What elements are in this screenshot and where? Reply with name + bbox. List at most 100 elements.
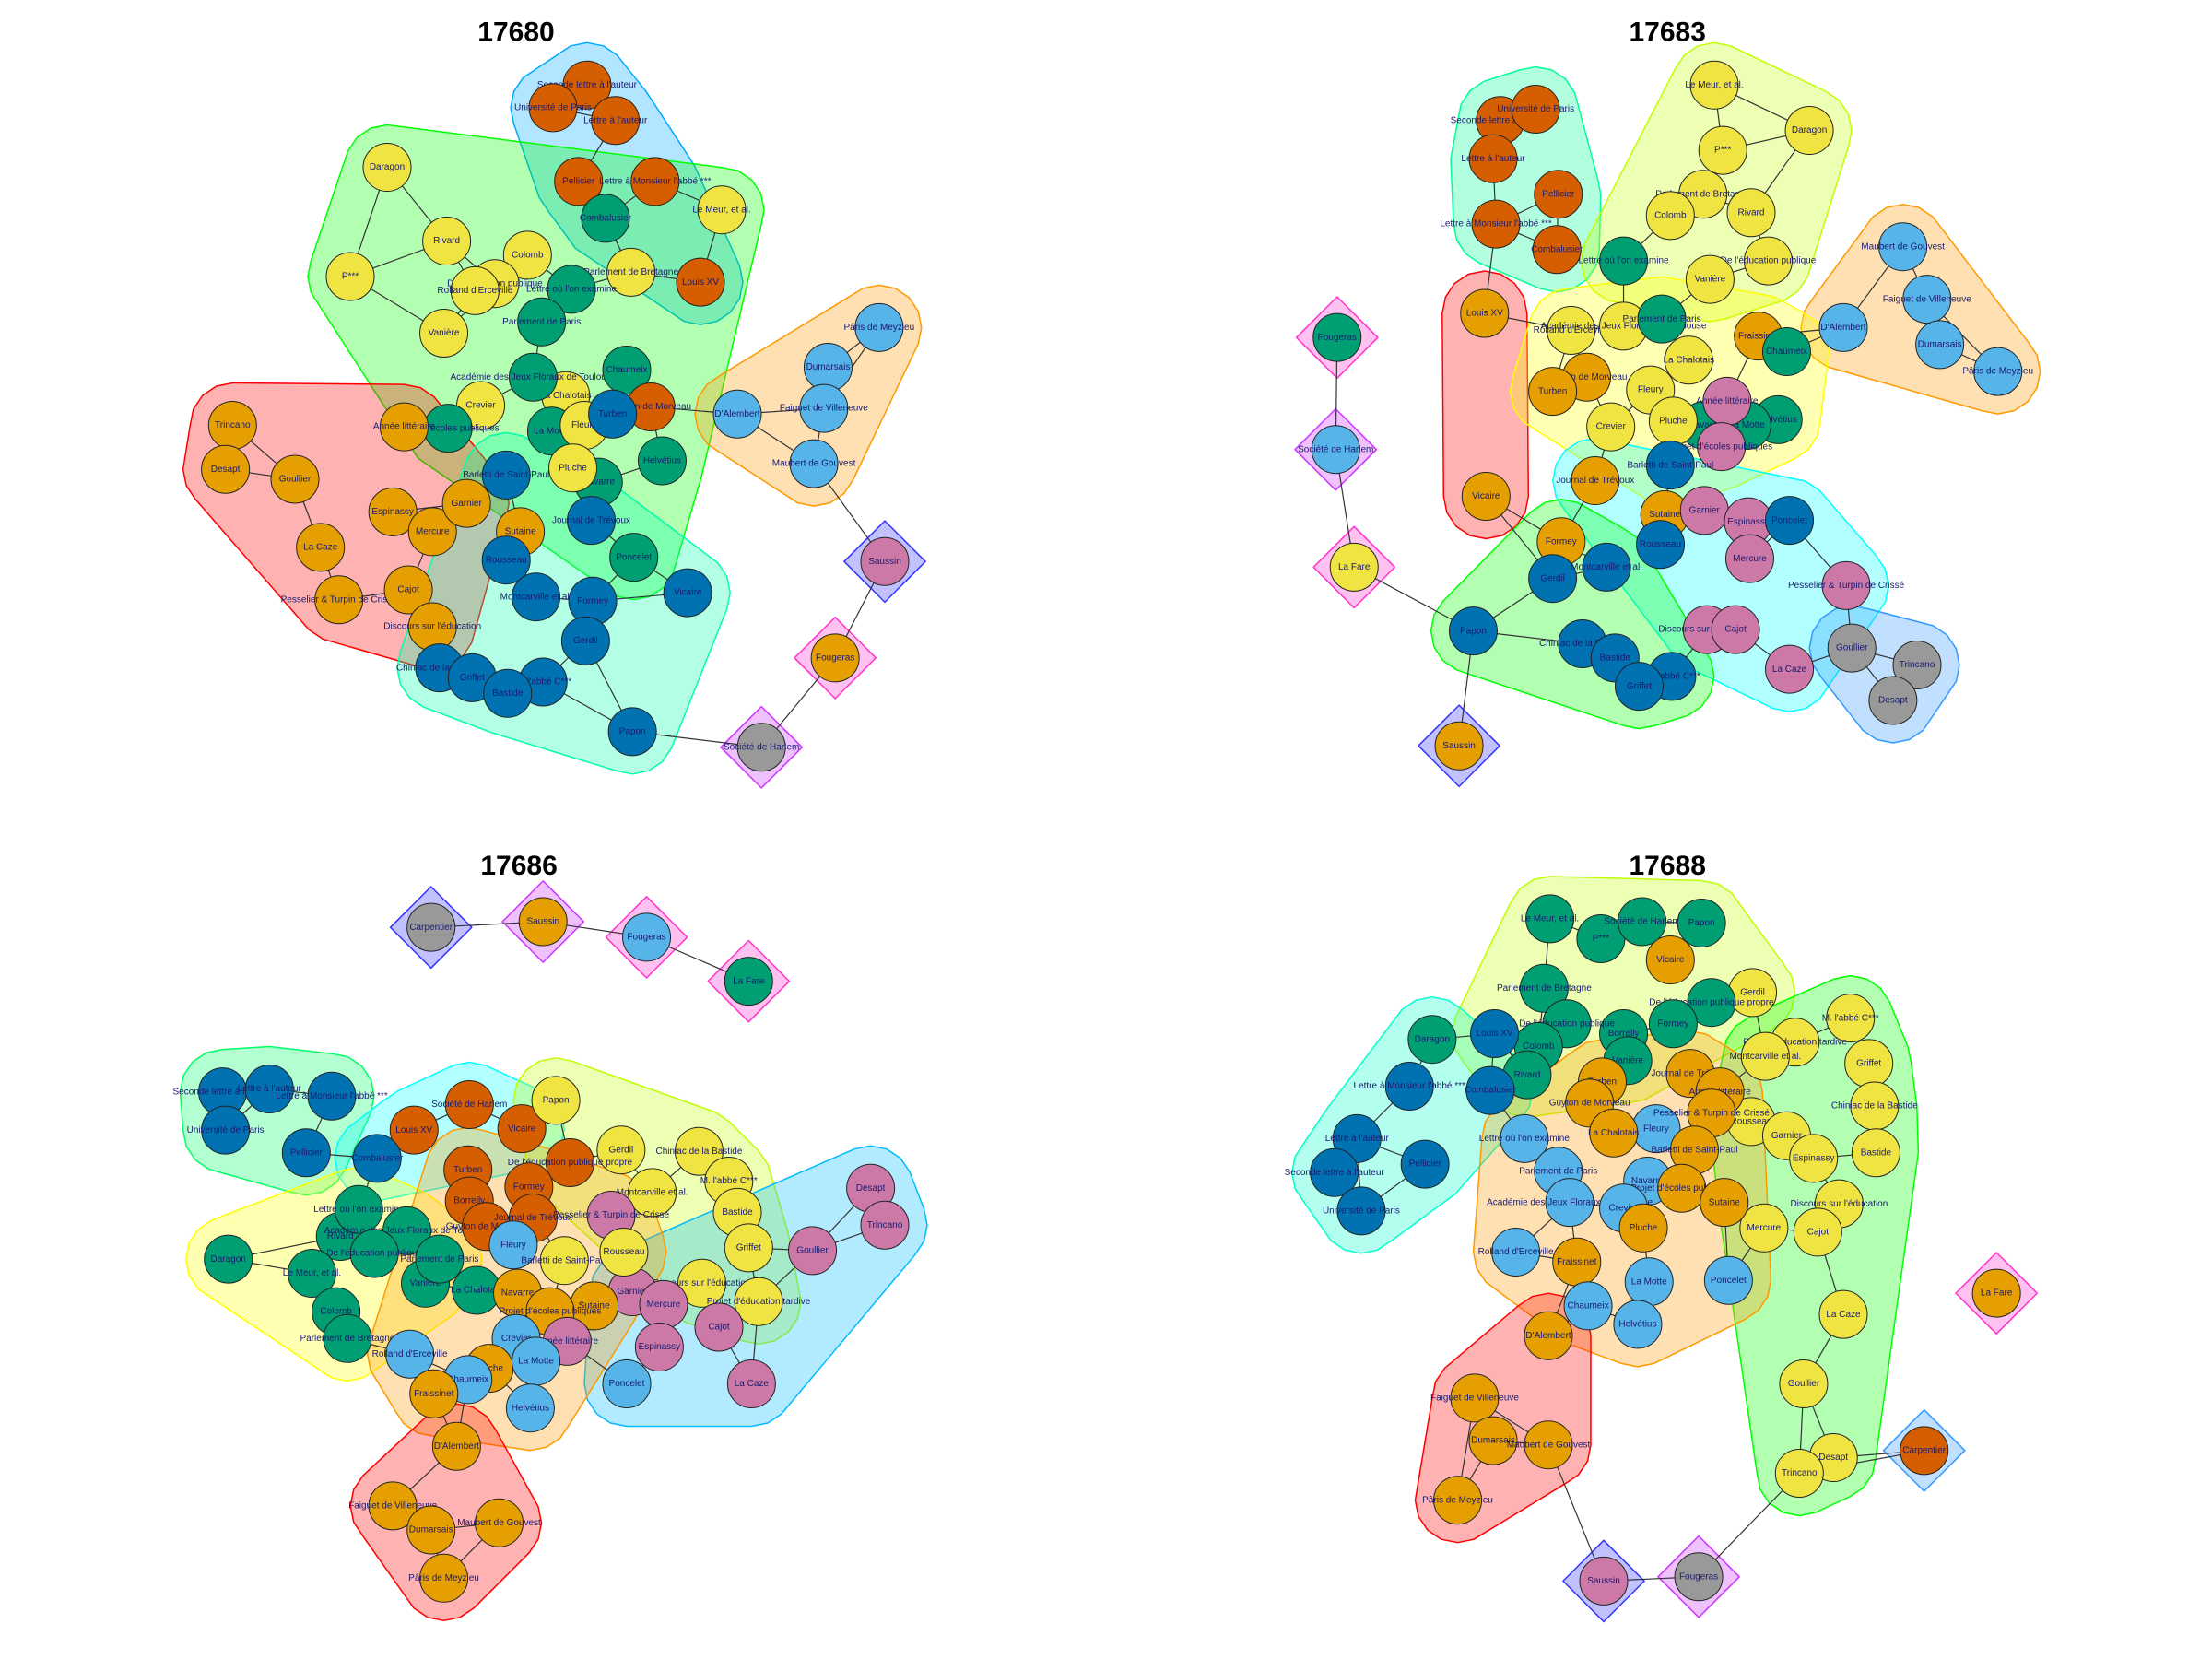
node <box>630 157 680 206</box>
node-label: Vanière <box>429 328 460 338</box>
node-label: Navarre <box>1688 420 1721 430</box>
node <box>789 439 839 488</box>
node-label: Helvétius <box>1759 415 1797 425</box>
node <box>1645 935 1695 985</box>
node-label: Desapt <box>856 1183 886 1194</box>
node-label: La Caze <box>1826 1310 1861 1320</box>
node-label: Cajot <box>397 585 419 595</box>
node <box>270 454 320 504</box>
node <box>1571 456 1620 506</box>
node-label: Rousseau <box>603 1247 644 1257</box>
node-label: Barletti de Saint-Paul <box>463 470 549 480</box>
node <box>726 1359 776 1409</box>
node <box>481 450 531 500</box>
node <box>409 1369 459 1418</box>
node-label: Vicaire <box>1472 491 1500 501</box>
node <box>488 1220 538 1270</box>
node <box>1491 1227 1541 1277</box>
node-label: Colomb <box>1654 210 1687 220</box>
node <box>1637 294 1687 344</box>
node <box>334 1184 383 1234</box>
node <box>674 1126 724 1176</box>
node-label: De l'éducation publique <box>1721 256 1817 266</box>
node <box>607 707 657 757</box>
node-label: Faiguet de Villeneuve <box>780 404 868 414</box>
node <box>539 1236 589 1286</box>
node <box>591 96 641 146</box>
node <box>406 902 456 952</box>
node <box>1851 1128 1900 1178</box>
node-label: Borrelly <box>453 1196 485 1206</box>
node <box>512 572 561 622</box>
node-label: La Motte <box>518 1357 554 1367</box>
node <box>379 402 429 452</box>
node-label: Pellicier <box>1542 189 1575 199</box>
node-label: Projet d'éducation tardive <box>707 1297 811 1307</box>
node-label: Parlement de Bretagne <box>300 1334 395 1344</box>
node-label: Navarre <box>501 1288 535 1299</box>
node <box>1774 1448 1824 1498</box>
node-label: Garnier <box>451 499 482 509</box>
node <box>1645 191 1695 241</box>
node-label: M. l'abbé C*** <box>700 1176 758 1186</box>
node <box>1579 1556 1629 1606</box>
node <box>1761 327 1811 377</box>
node-label: Pluche <box>559 463 587 473</box>
node-label: Rivard <box>433 236 460 246</box>
node-label: D'Alembert <box>714 409 759 419</box>
node-label: Sutaine <box>1709 1197 1740 1207</box>
node-label: Parlement de Paris <box>1623 314 1701 324</box>
node-label: Journal de Trévoux <box>552 515 630 525</box>
node-label: Rousseau <box>486 555 527 565</box>
node <box>581 194 630 243</box>
node-label: Parlement de Paris <box>502 317 581 327</box>
node-label: Garnier <box>1771 1131 1803 1141</box>
node <box>1740 1031 1790 1081</box>
node <box>1465 1065 1515 1115</box>
node-label: Chaumeix <box>1766 347 1807 357</box>
node-label: Lettre à l'auteur <box>238 1084 302 1094</box>
node <box>1460 288 1510 338</box>
community-hull <box>1441 270 1530 540</box>
node-label: Journal de Trévoux <box>1556 476 1634 486</box>
node-label: Université de Paris <box>1323 1206 1400 1216</box>
node <box>1818 1289 1868 1339</box>
node-label: Mercure <box>416 527 450 537</box>
node <box>1726 188 1776 238</box>
node <box>1524 1420 1573 1470</box>
node <box>554 157 604 206</box>
node-label: Desapt <box>211 465 241 475</box>
node <box>1468 1416 1518 1465</box>
node-label: Crevier <box>501 1334 532 1344</box>
node-label: Chaumeix <box>447 1375 488 1385</box>
node <box>1500 1113 1549 1163</box>
node <box>1614 662 1664 712</box>
node <box>1545 1178 1594 1228</box>
node-label: Rolland d'Erceville <box>1478 1247 1554 1257</box>
node-label: Combalusier <box>1465 1086 1517 1096</box>
node-label: De l'éducation publique <box>326 1249 422 1259</box>
node-label: Parlement de Bretagne <box>1497 983 1592 994</box>
node <box>325 252 375 301</box>
node-label: Bastide <box>1600 653 1631 663</box>
node-label: Parlement de Bretagne <box>583 267 678 277</box>
panel-title: 17683 <box>1630 17 1706 47</box>
node-label: Pellicier <box>562 177 595 187</box>
node <box>1821 560 1871 610</box>
node-label: Université de Paris <box>1497 104 1574 114</box>
node-label: Année littéraire <box>1696 396 1759 406</box>
node-label: Crevier <box>465 401 496 411</box>
node-label: Turben <box>598 409 627 419</box>
node <box>1789 1134 1839 1183</box>
node <box>1448 606 1498 656</box>
node <box>368 487 418 536</box>
node-label: Discours sur l'éducation <box>1790 1199 1888 1209</box>
node-label: Montcarville et al. <box>1729 1052 1801 1062</box>
node <box>1336 1186 1386 1236</box>
node <box>383 565 433 615</box>
node <box>1818 302 1868 352</box>
node-label: Lettre où l'on examine <box>526 284 618 294</box>
node-label: La Fare <box>1981 1288 2013 1299</box>
node <box>475 1498 524 1547</box>
node-label: Montcarville et al. <box>500 592 572 602</box>
